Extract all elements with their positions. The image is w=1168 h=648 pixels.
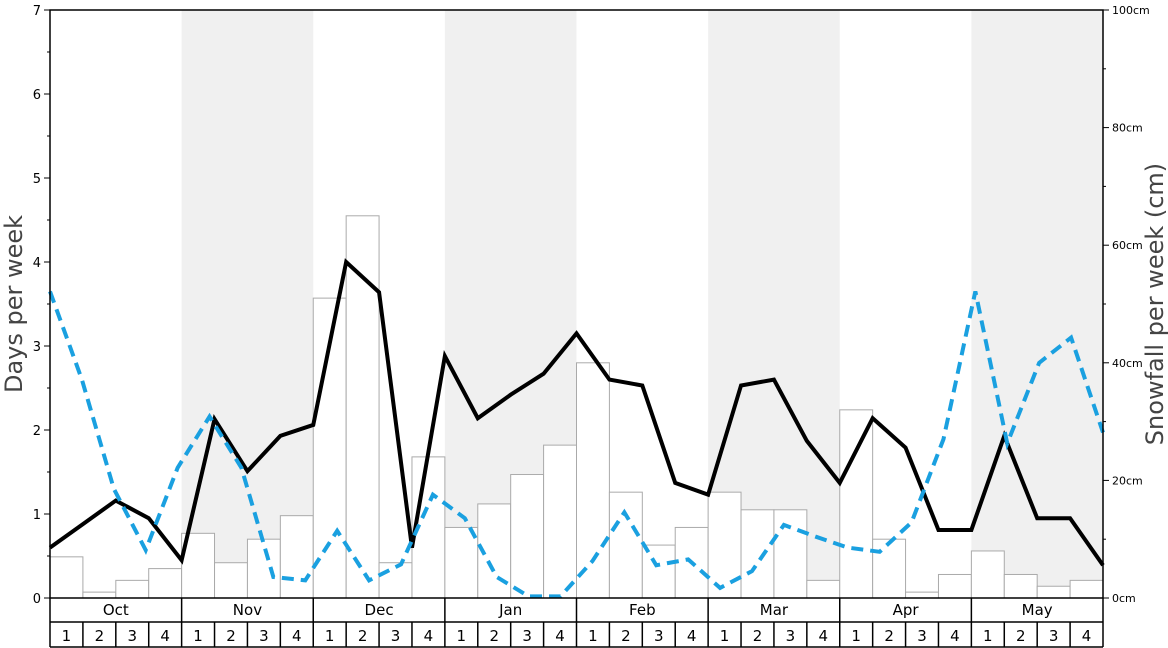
- week-label: 1: [193, 627, 203, 645]
- right-axis: 0cm 20cm 40cm 60cm 80cm 100cm: [1103, 4, 1150, 605]
- snowfall-bar: [444, 526, 479, 599]
- snowfall-bar: [510, 474, 545, 599]
- right-tick-label: 100cm: [1112, 4, 1150, 17]
- left-tick-label: 3: [33, 340, 41, 355]
- left-tick-label: 4: [33, 256, 41, 271]
- snowfall-bar: [707, 491, 742, 599]
- snowfall-bar: [872, 538, 907, 599]
- shade-nov: [181, 10, 314, 598]
- week-label: 2: [753, 627, 763, 645]
- snowfall-bars: [49, 215, 1104, 599]
- week-label: 1: [720, 627, 730, 645]
- left-tick-label: 5: [33, 172, 41, 187]
- snowfall-bar: [49, 556, 84, 599]
- week-label: 4: [160, 627, 170, 645]
- month-label: May: [1022, 601, 1053, 619]
- dashed-line-series: [48, 290, 1105, 599]
- snowfall-bar: [1036, 585, 1071, 599]
- right-tick-label: 60cm: [1112, 239, 1143, 252]
- week-label: 1: [62, 627, 72, 645]
- week-label: 1: [457, 627, 467, 645]
- week-label: 2: [1016, 627, 1026, 645]
- week-label: 1: [588, 627, 598, 645]
- week-label: 1: [851, 627, 861, 645]
- snowfall-bar: [905, 591, 939, 599]
- snowfall-bar: [806, 579, 841, 599]
- month-label: Feb: [629, 601, 656, 619]
- shade-may: [971, 10, 1103, 598]
- right-axis-title: Snowfall per week (cm): [1141, 163, 1168, 445]
- month-label: Dec: [365, 601, 394, 619]
- snowfall-bar: [773, 509, 808, 599]
- month-label: Oct: [103, 601, 129, 619]
- week-label: 2: [621, 627, 631, 645]
- week-label: 3: [786, 627, 796, 645]
- snowfall-bar: [608, 491, 643, 599]
- week-label: 1: [325, 627, 335, 645]
- right-tick-label: 20cm: [1112, 474, 1143, 487]
- week-label: 2: [358, 627, 368, 645]
- week-label: 4: [424, 627, 434, 645]
- week-label: 2: [95, 627, 105, 645]
- week-label: 4: [687, 627, 697, 645]
- month-label: Apr: [893, 601, 920, 619]
- snowfall-bar: [1069, 579, 1104, 599]
- snowfall-bar: [937, 573, 972, 599]
- snowfall-bar: [378, 562, 413, 599]
- month-label: Jan: [498, 601, 522, 619]
- right-tick-label: 40cm: [1112, 357, 1143, 370]
- week-label: 2: [884, 627, 894, 645]
- week-label: 3: [1049, 627, 1059, 645]
- month-shading: [181, 10, 1103, 598]
- snowfall-bar: [641, 544, 676, 599]
- left-axis-title: Days per week: [0, 215, 28, 393]
- series-lines: [48, 258, 1105, 599]
- right-tick-label: 80cm: [1112, 122, 1143, 135]
- snowfall-bar: [1003, 573, 1038, 599]
- week-label: 3: [259, 627, 269, 645]
- week-label: 3: [654, 627, 664, 645]
- left-tick-label: 1: [33, 508, 41, 523]
- month-label: Nov: [233, 601, 262, 619]
- snowfall-bar: [82, 591, 117, 599]
- snowfall-bar: [279, 515, 314, 599]
- snowfall-bar: [115, 579, 150, 599]
- snowfall-bar: [246, 538, 281, 599]
- snowfall-bar: [970, 550, 1005, 599]
- snowfall-bar: [740, 509, 775, 599]
- snowfall-bar: [345, 215, 380, 599]
- snowfall-bar: [148, 568, 183, 599]
- snowfall-bar: [214, 562, 248, 599]
- left-tick-label: 6: [33, 88, 41, 103]
- solid-line-series: [48, 258, 1105, 567]
- week-label: 2: [226, 627, 236, 645]
- week-label: 1: [983, 627, 993, 645]
- week-label: 3: [127, 627, 137, 645]
- week-label: 3: [917, 627, 927, 645]
- left-axis: 0 1 2 3 4 5 6 7: [33, 4, 50, 607]
- month-label: Mar: [760, 601, 789, 619]
- right-tick-label: 0cm: [1112, 592, 1136, 605]
- week-label: 3: [391, 627, 401, 645]
- left-tick-label: 7: [33, 4, 41, 19]
- week-label: 4: [292, 627, 302, 645]
- week-label: 2: [489, 627, 499, 645]
- week-label: 4: [1082, 627, 1092, 645]
- week-label: 4: [555, 627, 565, 645]
- left-tick-label: 2: [33, 424, 41, 439]
- snowfall-bar: [839, 409, 874, 599]
- left-tick-label: 0: [33, 592, 41, 607]
- x-axis: Oct 1 2 3 4 Nov 1 2 3 4 Dec 1 2 3 4 Jan 1 2 3 4 Feb 1 2 3 4 Mar 1 2…: [49, 598, 1104, 648]
- week-label: 4: [950, 627, 960, 645]
- week-label: 3: [522, 627, 532, 645]
- snowfall-bar: [543, 444, 577, 599]
- week-label: 4: [819, 627, 829, 645]
